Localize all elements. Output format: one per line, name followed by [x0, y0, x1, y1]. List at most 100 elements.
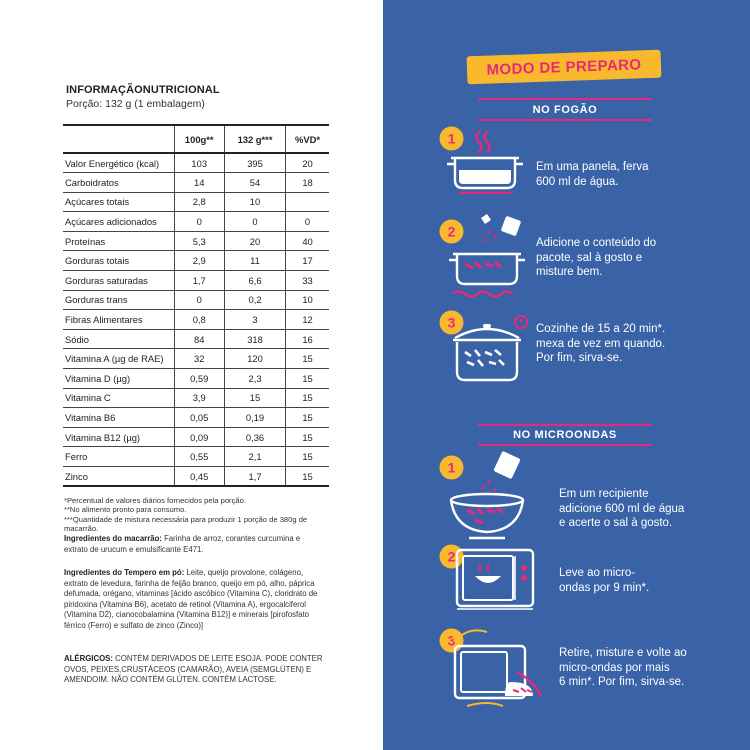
nutrient-name: Vitamina B12 (µg)	[63, 427, 174, 448]
nutrition-table: 100g** 132 g*** %VD* Valor Energético (k…	[63, 124, 329, 488]
step-number: 3	[448, 315, 456, 331]
nutrient-name: Sódio	[63, 329, 174, 350]
microwave-step-1-text: Em um recipiente adicione 600 ml de água…	[559, 487, 684, 531]
step-number: 1	[448, 460, 456, 476]
microwave-section-label: NO MICROONDAS	[513, 429, 617, 441]
nutrient-value: 20	[223, 231, 286, 252]
step-number-badge: 2	[439, 219, 464, 244]
nutrient-value: 17	[285, 250, 329, 272]
pasta-ingredients: Ingredientes do macarrão: Farinha de arr…	[64, 534, 326, 555]
table-row: Vitamina C 3,9 15 15	[63, 388, 329, 409]
nutrient-value: 2,9	[173, 250, 225, 272]
header-100g: 100g**	[173, 125, 225, 154]
footnote: *Percentual de valores diários fornecido…	[64, 496, 246, 505]
nutrient-name: Gorduras trans	[63, 290, 174, 311]
nutrient-name: Zinco	[63, 466, 174, 487]
nutrient-name: Açúcares adicionados	[63, 211, 174, 232]
nutrient-value	[285, 192, 329, 213]
nutrient-value: 15	[285, 427, 329, 448]
table-row: Vitamina A (µg de RAE) 32 120 15	[63, 348, 329, 370]
nutrient-value: 0,59	[173, 368, 225, 389]
nutrient-value: 0	[285, 211, 329, 232]
nutrient-value: 3,9	[173, 388, 225, 409]
divider	[478, 424, 652, 426]
nutrient-value: 0,09	[173, 427, 225, 448]
nutrient-name: Vitamina C	[63, 388, 174, 409]
nutrient-value: 1,7	[223, 466, 286, 487]
step-line: 6 min*. Por fim, sirva-se.	[559, 676, 685, 689]
stove-step-2-text: Adicione o conteúdo do pacote, sal à gos…	[536, 236, 656, 280]
allergens-label: ALÉRGICOS:	[64, 654, 113, 663]
nutrient-value: 3	[223, 309, 286, 330]
nutrient-value: 103	[173, 153, 225, 174]
nutrient-value: 15	[285, 368, 329, 389]
step-line: Adicione o conteúdo do	[536, 237, 657, 249]
footnote: ***Quantidade de mistura necessária para…	[64, 514, 308, 533]
step-number: 3	[448, 633, 456, 649]
table-row: Vitamina B12 (µg) 0,09 0,36 15	[63, 427, 329, 448]
allergens: ALÉRGICOS: CONTÉM DERIVADOS DE LEITE ESO…	[64, 654, 326, 686]
preparation-title-banner: MODO DE PREPARO	[466, 49, 662, 85]
table-row: Açúcares totais 2,8 10	[63, 192, 329, 213]
nutrient-name: Valor Energético (kcal)	[63, 153, 174, 174]
step-line: adicione 600 ml de água	[559, 502, 685, 515]
microwave-step-3-text: Retire, misture e volte ao micro-ondas p…	[559, 646, 687, 690]
nutrient-value: 0,8	[173, 309, 225, 330]
nutrient-value: 15	[285, 388, 329, 409]
table-row: Ferro 0,55 2,1 15	[63, 446, 329, 467]
step-line: Por fim, sirva-se.	[536, 352, 623, 365]
header-132g: 132 g***	[223, 125, 286, 154]
nutrient-value: 0,55	[173, 446, 225, 467]
nutrient-value: 395	[223, 153, 286, 174]
pasta-ingredients-text: Farinha de arroz, corantes curcumina e e…	[64, 534, 301, 554]
footnote: **No alimento pronto para consumo.	[64, 505, 187, 515]
preparation-title: MODO DE PREPARO	[486, 55, 642, 79]
step-line: micro-ondas por mais	[559, 661, 670, 674]
nutrient-value: 15	[285, 466, 329, 487]
divider	[478, 444, 652, 446]
nutrient-name: Proteínas	[63, 231, 174, 252]
step-number-badge: 3	[439, 310, 464, 335]
nutrient-value: 0,45	[173, 466, 225, 487]
table-row: Vitamina D (µg) 0,59 2,3 15	[63, 368, 329, 389]
header-empty	[63, 125, 174, 154]
nutrient-value: 40	[285, 231, 329, 252]
step-line: Cozinhe de 15 a 20 min*.	[536, 323, 666, 335]
nutrient-value: 2,1	[223, 446, 286, 467]
nutrient-name: Gorduras saturadas	[63, 270, 174, 291]
table-row: Sódio 84 318 16	[63, 329, 329, 350]
step-number: 2	[448, 549, 456, 565]
table-row: Valor Energético (kcal) 103 395 20	[63, 153, 329, 174]
nutrient-value: 0,36	[223, 427, 286, 448]
nutrient-value: 32	[173, 348, 225, 370]
nutrition-header-row: 100g** 132 g*** %VD*	[63, 125, 329, 154]
stove-section-label: NO FOGÃO	[532, 104, 598, 116]
seasoning-ingredients: Ingredientes do Tempero em pó: Leite, qu…	[64, 568, 326, 632]
nutrient-value: 84	[173, 329, 225, 350]
nutrition-footnotes: *Percentual de valores diários fornecido…	[64, 496, 334, 533]
nutrient-value: 5,3	[173, 231, 225, 252]
nutrient-value: 10	[223, 192, 286, 213]
nutrient-value: 0,2	[223, 290, 286, 311]
seasoning-ingredients-label: Ingredientes do Tempero em pó:	[64, 568, 185, 577]
table-row: Gorduras totais 2,9 11 17	[63, 250, 329, 272]
nutrient-value: 12	[285, 309, 329, 330]
step-line: e acerte o sal à gosto.	[559, 517, 673, 530]
nutrient-value: 15	[285, 407, 329, 428]
nutrition-portion: Porção: 132 g (1 embalagem)	[66, 98, 205, 110]
allergens-text: CONTÉM DERIVADOS DE LEITE ESOJA. PODE CO…	[64, 654, 323, 685]
stir-return-microwave-icon	[451, 629, 543, 707]
step-line: pacote, sal à gosto e	[536, 251, 643, 264]
step-line: Retire, misture e volte ao	[559, 647, 687, 659]
table-row: Carboidratos 14 54 18	[63, 172, 329, 193]
nutrition-title: INFORMAÇÃONUTRICIONAL	[66, 84, 220, 96]
preparation-panel: MODO DE PREPARO NO FOGÃO NO MICROONDAS 1…	[383, 0, 750, 750]
divider	[478, 98, 652, 100]
header-vd: %VD*	[285, 125, 329, 154]
nutrient-value: 33	[285, 270, 329, 291]
nutrient-name: Fibras Alimentares	[63, 309, 174, 330]
nutrient-value: 54	[223, 172, 286, 193]
stove-step-1-text: Em uma panela, ferva 600 ml de água.	[536, 160, 649, 189]
nutrient-name: Vitamina D (µg)	[63, 368, 174, 389]
step-line: Em um recipiente	[559, 488, 649, 500]
